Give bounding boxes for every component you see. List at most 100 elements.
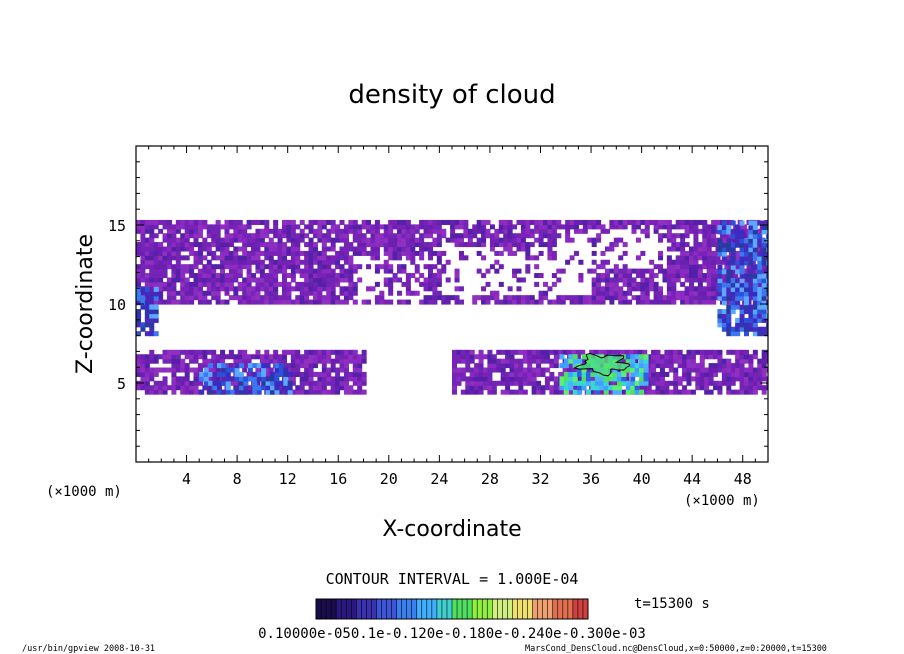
cloud-cell (343, 371, 349, 377)
cloud-cell (608, 371, 614, 377)
cloud-cell (757, 313, 763, 319)
cloud-cell (242, 358, 248, 364)
cloud-cell (659, 376, 665, 382)
cloud-cell (549, 363, 555, 369)
cloud-cell (565, 224, 571, 230)
cloud-cell (215, 367, 221, 373)
cloud-cell (308, 219, 314, 225)
cloud-cell (739, 251, 745, 257)
cloud-cell (513, 358, 519, 364)
cloud-cell (264, 233, 270, 239)
cloud-cell (752, 220, 758, 226)
cloud-cell (379, 233, 385, 239)
cloud-cell (343, 224, 349, 230)
cloud-cell (330, 363, 336, 369)
cloud-cell (507, 299, 513, 305)
cloud-cell (237, 354, 243, 360)
cloud-cell (711, 281, 717, 287)
cloud-cell (283, 385, 289, 391)
cloud-cell (512, 273, 518, 279)
cloud-cell (454, 224, 460, 230)
cloud-cell (713, 367, 719, 373)
cloud-cell (321, 358, 327, 364)
cloud-cell (730, 242, 736, 248)
cloud-cell (743, 389, 750, 395)
cloud-cell (436, 255, 442, 261)
cloud-cell (370, 233, 376, 239)
cloud-cell (321, 376, 327, 382)
cloud-cell (730, 255, 736, 261)
cloud-cell (166, 237, 172, 243)
cloud-cell (273, 264, 279, 270)
cloud-cell (153, 317, 159, 323)
cloud-cell (503, 233, 509, 239)
cloud-cell (585, 376, 592, 382)
cloud-cell (689, 295, 695, 301)
cloud-cell (719, 277, 725, 283)
cloud-cell (766, 247, 768, 253)
cloud-cell (544, 376, 550, 382)
cloud-cell (197, 277, 203, 283)
cloud-cell (689, 255, 695, 261)
cloud-cell (757, 363, 763, 369)
cloud-cell (317, 228, 323, 234)
cloud-cell (228, 224, 234, 230)
cloud-cell (757, 326, 763, 332)
cloud-cell (414, 228, 420, 234)
cloud-cell (189, 290, 195, 296)
cloud-cell (536, 363, 542, 369)
cloud-cell (604, 281, 610, 287)
colorbar-swatch (567, 599, 574, 619)
cloud-cell (560, 299, 566, 305)
cloud-cell (343, 299, 349, 305)
cloud-cell (379, 290, 385, 296)
cloud-cell (149, 219, 155, 225)
cloud-cell (478, 371, 484, 377)
cloud-cell (748, 367, 754, 373)
cloud-cell (697, 277, 703, 283)
cloud-cell (352, 219, 358, 225)
cloud-cell (675, 290, 681, 296)
cloud-cell (503, 237, 509, 243)
colorbar-swatch (406, 599, 413, 619)
cloud-cell (525, 224, 531, 230)
cloud-cell (220, 242, 226, 248)
cloud-cell (689, 268, 695, 274)
colorbar-swatch (346, 599, 352, 619)
cloud-cell (206, 246, 212, 252)
cloud-cell (175, 224, 181, 230)
x-tick-label: 32 (531, 470, 549, 488)
cloud-cell (757, 220, 763, 226)
cloud-cell (711, 299, 717, 305)
cloud-cell (193, 358, 199, 364)
cloud-cell (527, 358, 533, 364)
cloud-cell (211, 354, 217, 360)
cloud-cell (618, 237, 624, 243)
cloud-cell (761, 304, 767, 310)
cloud-cell (295, 286, 301, 292)
cloud-cell (392, 273, 398, 279)
cloud-cell (401, 224, 407, 230)
cloud-cell (175, 385, 181, 391)
colorbar-labels: 0.10000e-050.1e-0.120e-0.180e-0.240e-0.3… (258, 626, 646, 642)
cloud-cell (551, 224, 557, 230)
cloud-cell (757, 376, 763, 382)
cloud-cell (503, 299, 509, 305)
cloud-cell (759, 264, 765, 270)
cloud-cell (505, 385, 511, 391)
cloud-cell (261, 363, 267, 369)
cloud-cell (525, 246, 531, 252)
cloud-cell (529, 255, 535, 261)
cloud-cell (259, 358, 265, 364)
cloud-cell (312, 290, 318, 296)
cloud-cell (308, 367, 314, 373)
cloud-cell (726, 389, 732, 395)
cloud-cell (755, 246, 761, 252)
cloud-cell (761, 300, 767, 306)
cloud-cell (436, 290, 442, 296)
cloud-cell (613, 242, 619, 248)
cloud-cell (476, 250, 482, 256)
cloud-cell (677, 380, 683, 386)
cloud-cell (717, 363, 723, 369)
cloud-cell (538, 228, 544, 234)
